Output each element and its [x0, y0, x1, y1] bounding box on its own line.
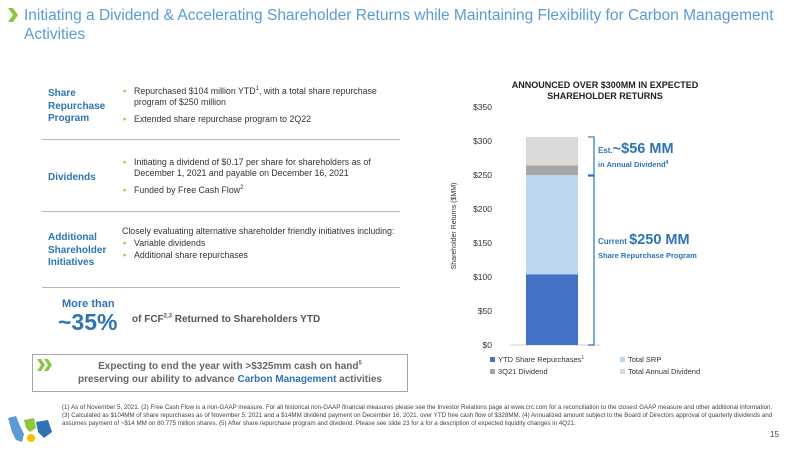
- slide-title-block: Initiating a Dividend & Accelerating Sha…: [8, 6, 792, 44]
- row-label: Dividends: [48, 172, 96, 183]
- row-label: Additional Shareholder Initiatives: [48, 232, 107, 268]
- legend-label: Total Annual Dividend: [628, 367, 700, 376]
- chart-title: ANNOUNCED OVER $300MM IN EXPECTED SHAREH…: [511, 80, 699, 101]
- srp-annotation-caption: Share Repurchase Program: [598, 251, 697, 260]
- bar-segment: [526, 136, 578, 166]
- legend-swatch: [490, 369, 495, 374]
- chevron-right-icon: [8, 8, 18, 22]
- row-body: Repurchased $104 million YTD1, with a to…: [122, 86, 397, 131]
- bullet-item: Funded by Free Cash Flow2: [122, 185, 397, 196]
- initiatives-intro: Closely evaluating alternative sharehold…: [122, 226, 395, 236]
- shareholder-returns-chart: $0 $50 $100 $150 $200 $250 $300 $350 Shareholder…: [451, 102, 700, 376]
- y-tick-label: $300: [473, 136, 492, 146]
- y-tick-label: $250: [473, 170, 492, 180]
- bullet-item: Initiating a dividend of $0.17 per share…: [122, 157, 397, 179]
- share-repurchase-row: Share Repurchase Program Repurchased $10…: [42, 80, 400, 140]
- y-tick-label: $350: [473, 102, 492, 112]
- fcf-more-label: More than: [62, 298, 115, 310]
- bar-segment: [526, 274, 578, 345]
- dividend-annotation-value: Est.~$56 MM: [598, 141, 674, 157]
- legend-label: 3Q21 Dividend: [498, 367, 548, 376]
- srp-bracket: [588, 175, 595, 346]
- row-body: Initiating a dividend of $0.17 per share…: [122, 157, 397, 202]
- bullet-item: Variable dividends: [122, 238, 397, 249]
- legend-label: YTD Share Repurchases1: [498, 355, 584, 364]
- bar-segment: [526, 165, 578, 175]
- fcf-callout: More than ~35% of FCF2,3 Returned to Sha…: [42, 296, 400, 340]
- slide-title: Initiating a Dividend & Accelerating Sha…: [24, 7, 774, 43]
- legend-swatch: [490, 357, 495, 362]
- footnotes: (1) As of November 5, 2021. (2) Free Cas…: [62, 404, 773, 427]
- fcf-percentage: ~35%: [58, 309, 118, 335]
- bar-segment: [526, 175, 578, 275]
- legend-swatch: [620, 369, 625, 374]
- y-axis-label: Shareholder Returns ($MM): [451, 183, 458, 270]
- legend-swatch: [620, 357, 625, 362]
- y-tick-label: $50: [478, 306, 492, 316]
- additional-initiatives-row: Additional Shareholder Initiatives Close…: [42, 212, 400, 288]
- bullet-item: Additional share repurchases: [122, 250, 397, 261]
- dividend-annotation-caption: in Annual Dividend4: [598, 160, 669, 169]
- double-chevron-icon: [37, 359, 52, 371]
- page-number: 15: [770, 430, 779, 439]
- y-tick-label: $0: [483, 340, 493, 350]
- row-body: Closely evaluating alternative sharehold…: [122, 226, 397, 262]
- y-tick-label: $100: [473, 272, 492, 282]
- dividend-bracket: [588, 136, 595, 176]
- srp-annotation-value: Current $250 MM: [598, 232, 690, 248]
- y-tick-label: $200: [473, 204, 492, 214]
- bullet-item: Repurchased $104 million YTD1, with a to…: [122, 86, 397, 108]
- y-tick-label: $150: [473, 238, 492, 248]
- legend-label: Total SRP: [628, 355, 661, 364]
- row-label: Share Repurchase Program: [48, 88, 106, 124]
- company-logo-icon: [8, 416, 52, 442]
- fcf-text: of FCF2,3 Returned to Shareholders YTD: [132, 313, 321, 325]
- cash-outlook-text: Expecting to end the year with >$325mm c…: [78, 360, 382, 385]
- dividends-row: Dividends Initiating a dividend of $0.17…: [42, 140, 400, 212]
- bullet-item: Extended share repurchase program to 2Q2…: [122, 114, 397, 125]
- cash-outlook-box: Expecting to end the year with >$325mm c…: [32, 354, 408, 392]
